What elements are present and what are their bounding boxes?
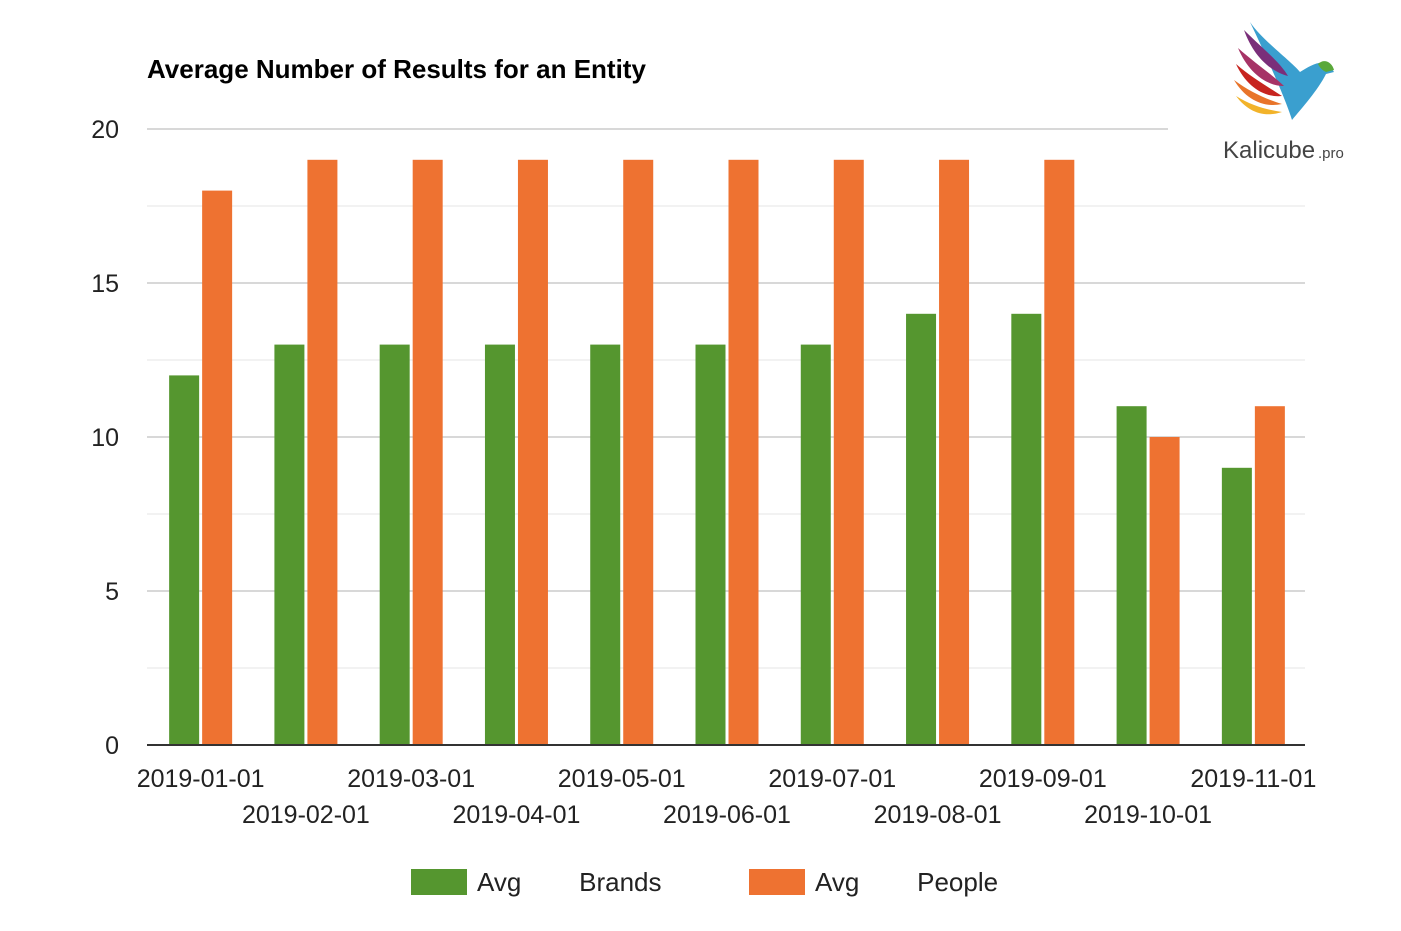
bar-series-1 <box>1011 313 1042 745</box>
x-tick-label: 2019-03-01 <box>347 765 475 793</box>
bar-series-2 <box>1149 437 1180 745</box>
logo-name: Kalicube <box>1223 137 1315 164</box>
kalicube-logo: Kalicube .pro <box>1223 22 1344 164</box>
legend-label: Avg Brands <box>477 867 662 897</box>
grid-lines <box>147 128 1305 669</box>
bar-series-2 <box>623 159 654 746</box>
x-tick-label: 2019-05-01 <box>558 765 686 793</box>
bar-series-1 <box>274 344 305 745</box>
legend: Avg Brands Avg People <box>411 867 998 897</box>
legend-swatch <box>749 869 805 895</box>
legend-swatch <box>411 869 467 895</box>
x-tick-label: 2019-01-01 <box>137 765 265 793</box>
bar-series-1 <box>695 344 726 745</box>
x-tick-label: 2019-07-01 <box>768 765 896 793</box>
bar-series-2 <box>939 159 970 746</box>
bar-series-1 <box>379 344 410 745</box>
bar-series-1 <box>484 344 515 745</box>
bar-series-1 <box>800 344 831 745</box>
x-tick-label: 2019-08-01 <box>874 801 1002 829</box>
bar-series-1 <box>1221 467 1252 745</box>
x-tick-label: 2019-04-01 <box>453 801 581 829</box>
bar-series-2 <box>412 159 443 746</box>
x-tick-label: 2019-02-01 <box>242 801 370 829</box>
y-tick-label: 10 <box>91 424 119 452</box>
bar-series-2 <box>1044 159 1075 746</box>
bird-logo-icon <box>1234 22 1334 120</box>
y-tick-label: 0 <box>105 732 119 760</box>
bar-series-2 <box>307 159 338 746</box>
y-tick-label: 5 <box>105 578 119 606</box>
x-tick-label: 2019-10-01 <box>1084 801 1212 829</box>
logo-suffix: .pro <box>1318 145 1344 162</box>
bar-series-2 <box>833 159 864 746</box>
bar-series-1 <box>169 375 200 745</box>
legend-label: Avg People <box>815 867 998 897</box>
bar-series-2 <box>517 159 548 746</box>
x-tick-label: 2019-11-01 <box>1190 765 1316 793</box>
bar-series-1 <box>590 344 621 745</box>
y-tick-label: 15 <box>91 270 119 298</box>
bar-series-2 <box>202 190 233 746</box>
x-axis-ticks: 2019-01-01 2019-02-01 2019-03-01 2019-04-01… <box>137 765 1317 829</box>
bar-series-1 <box>1116 406 1147 745</box>
x-tick-label: 2019-09-01 <box>979 765 1107 793</box>
y-axis-ticks: 0 5 10 15 20 <box>91 116 119 760</box>
bars <box>169 159 1285 746</box>
bar-series-1 <box>906 313 937 745</box>
bar-series-2 <box>1254 406 1285 745</box>
chart-title: Average Number of Results for an Entity <box>147 54 646 84</box>
x-tick-label: 2019-06-01 <box>663 801 791 829</box>
bar-series-2 <box>728 159 759 746</box>
y-tick-label: 20 <box>91 116 119 144</box>
